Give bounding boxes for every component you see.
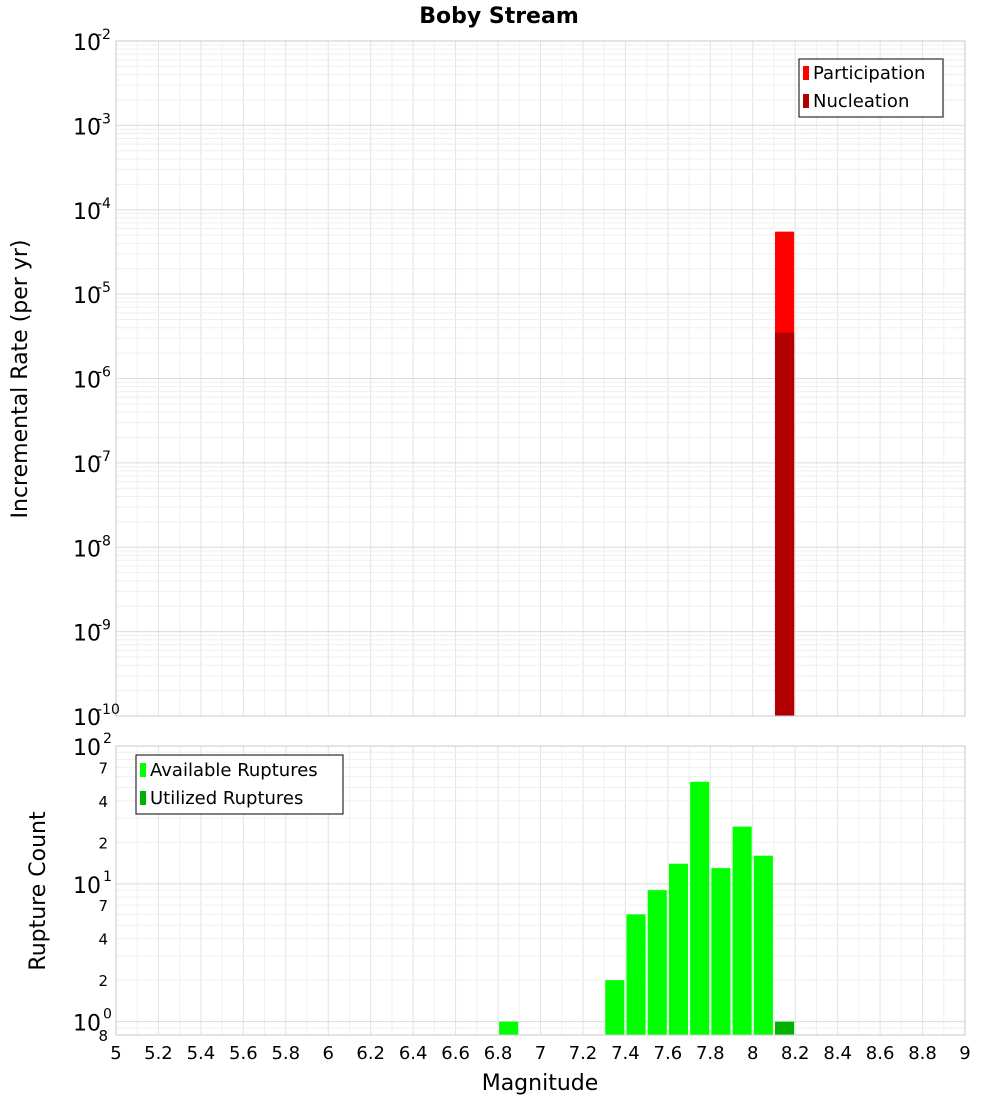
- legend-label-utilized: Utilized Ruptures: [150, 788, 303, 809]
- top-y-tick-exponent: -2: [97, 27, 111, 43]
- top-y-tick-label: 10: [73, 622, 101, 647]
- x-tick-label: 8: [747, 1043, 758, 1064]
- legend-swatch-available: [140, 763, 146, 777]
- bottom-y-minor-tick-label: 2: [98, 972, 108, 990]
- x-tick-label: 5.2: [144, 1043, 173, 1064]
- bottom-y-minor-tick-label: 4: [98, 793, 108, 811]
- top-y-axis-label: Incremental Rate (per yr): [8, 240, 33, 519]
- x-tick-label: 7.6: [654, 1043, 683, 1064]
- top-y-tick-labels: 10-210-310-410-510-610-710-810-910-10: [73, 27, 120, 731]
- bottom-y-tick-exponent: 2: [103, 731, 112, 747]
- legend-label-available: Available Ruptures: [150, 760, 318, 781]
- top-plot-frame: [115, 40, 966, 717]
- x-tick-label: 7.8: [696, 1043, 725, 1064]
- top-gridlines: [115, 41, 966, 717]
- x-tick-label: 8.2: [781, 1043, 810, 1064]
- bottom-y-tick-exponent: 1: [103, 869, 112, 885]
- bar-available-ruptures: [647, 890, 667, 1035]
- bar-available-ruptures: [753, 855, 773, 1035]
- top-y-tick-label: 10: [73, 453, 101, 478]
- x-tick-label: 5.6: [229, 1043, 258, 1064]
- x-tick-label: 7: [535, 1043, 546, 1064]
- top-y-tick-label: 10: [73, 369, 101, 394]
- x-tick-label: 5.8: [271, 1043, 300, 1064]
- x-tick-label: 7.4: [611, 1043, 640, 1064]
- x-tick-label: 7.2: [569, 1043, 598, 1064]
- bottom-y-tick-label: 10: [73, 1012, 101, 1037]
- top-y-tick-label: 10: [73, 200, 101, 225]
- bar-available-ruptures: [499, 1021, 519, 1035]
- top-bars: [775, 231, 795, 716]
- top-y-tick-label: 10: [73, 284, 101, 309]
- top-y-tick-exponent: -9: [97, 618, 111, 634]
- x-tick-label: 5: [110, 1043, 121, 1064]
- top-y-tick-exponent: -4: [97, 196, 111, 212]
- bar-available-ruptures: [668, 863, 689, 1035]
- top-y-tick-exponent: -3: [97, 111, 111, 127]
- top-y-tick-exponent: -8: [97, 533, 111, 549]
- x-tick-label: 9: [959, 1043, 970, 1064]
- x-tick-labels: 5 5.2 5.4 5.6 5.8 6 6.2 6.4 6.6 6.8 7 7.2 7.4 7.6 7.8 8…: [110, 1043, 970, 1064]
- top-legend: Participation Nucleation: [798, 58, 944, 118]
- chart-title: Boby Stream: [419, 4, 579, 29]
- bar-available-ruptures: [732, 826, 752, 1035]
- x-tick-label: 6.4: [399, 1043, 428, 1064]
- x-tick-label: 6.6: [441, 1043, 470, 1064]
- bottom-y-minor-tick-label: 8: [98, 1027, 108, 1045]
- bottom-legend: Available Ruptures Utilized Ruptures: [135, 754, 344, 815]
- x-tick-label: 5.4: [187, 1043, 216, 1064]
- top-y-tick-exponent: -6: [97, 365, 111, 381]
- bottom-y-minor-tick-label: 2: [98, 834, 108, 852]
- legend-swatch-nucleation: [803, 94, 809, 108]
- bottom-legend-box: [135, 754, 344, 815]
- top-y-tick-exponent: -10: [97, 702, 120, 718]
- bar-available-ruptures: [626, 914, 646, 1035]
- top-y-tick-label: 10: [73, 31, 101, 56]
- top-y-tick-label: 10: [73, 115, 101, 140]
- top-y-tick-exponent: -5: [97, 280, 111, 296]
- x-tick-label: 6.8: [484, 1043, 513, 1064]
- bottom-y-tick-label: 10: [73, 874, 101, 899]
- x-tick-label: 6.2: [356, 1043, 385, 1064]
- top-y-tick-label: 10: [73, 706, 101, 731]
- top-y-tick-label: 10: [73, 537, 101, 562]
- bar-available-ruptures: [690, 781, 710, 1035]
- legend-swatch-utilized: [140, 791, 146, 805]
- bottom-y-axis-label: Rupture Count: [26, 811, 51, 971]
- bottom-y-tick-exponent: 0: [103, 1007, 112, 1023]
- x-tick-label: 6: [323, 1043, 334, 1064]
- legend-label-participation: Participation: [813, 63, 925, 84]
- bottom-bars: [499, 781, 795, 1035]
- bar-nucleation: [775, 332, 795, 716]
- legend-label-nucleation: Nucleation: [813, 91, 909, 112]
- x-tick-label: 8.4: [823, 1043, 852, 1064]
- top-legend-box: [798, 58, 944, 118]
- legend-swatch-participation: [803, 66, 809, 80]
- bar-available-ruptures: [711, 868, 731, 1035]
- top-panel: 10-210-310-410-510-610-710-810-910-10 In…: [8, 27, 966, 731]
- bottom-plot-frame: [115, 745, 966, 1036]
- bar-available-ruptures: [605, 980, 625, 1035]
- bar-utilized-ruptures: [775, 1021, 795, 1035]
- bottom-y-tick-label: 10: [73, 736, 101, 761]
- x-axis-label: Magnitude: [482, 1071, 599, 1096]
- x-tick-label: 8.8: [908, 1043, 937, 1064]
- bottom-y-minor-tick-label: 7: [98, 759, 108, 777]
- bottom-y-minor-tick-label: 7: [98, 897, 108, 915]
- top-y-tick-exponent: -7: [97, 449, 111, 465]
- bottom-y-minor-tick-label: 4: [98, 931, 108, 949]
- x-tick-label: 8.6: [866, 1043, 895, 1064]
